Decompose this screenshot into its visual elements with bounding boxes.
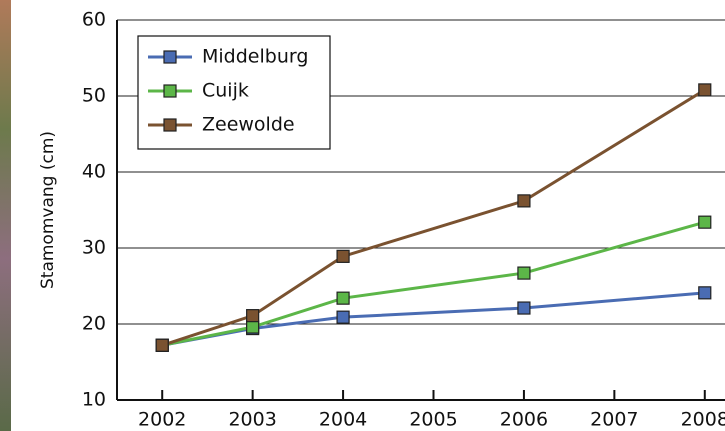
x-tick-label: 2004 xyxy=(319,409,367,431)
legend-label: Cuijk xyxy=(202,80,249,102)
marker xyxy=(336,291,350,305)
marker xyxy=(698,83,712,97)
y-tick-label: 20 xyxy=(82,313,106,335)
legend-label: Zeewolde xyxy=(202,114,295,136)
marker xyxy=(336,249,350,263)
x-tick-label: 2003 xyxy=(228,409,276,431)
legend-label: Middelburg xyxy=(202,46,308,68)
y-tick-label: 50 xyxy=(82,85,106,107)
marker xyxy=(336,310,350,324)
x-tick-label: 2006 xyxy=(500,409,548,431)
marker xyxy=(698,215,712,229)
marker xyxy=(155,338,169,352)
y-tick-label: 60 xyxy=(82,9,106,31)
legend-marker xyxy=(163,118,177,132)
photo-strip xyxy=(0,0,11,431)
x-tick-label: 2005 xyxy=(409,409,457,431)
marker xyxy=(698,286,712,300)
marker xyxy=(246,320,260,334)
marker xyxy=(246,309,260,323)
legend-marker xyxy=(163,50,177,64)
series-line xyxy=(161,220,706,347)
y-tick-label: 30 xyxy=(82,237,106,259)
x-tick-label: 2007 xyxy=(590,409,638,431)
legend-marker xyxy=(163,84,177,98)
y-tick-label: 40 xyxy=(82,161,106,183)
marker xyxy=(517,266,531,280)
x-tick-label: 2008 xyxy=(681,409,725,431)
y-axis-label: Stamomvang (cm) xyxy=(38,131,58,289)
marker xyxy=(517,301,531,315)
x-tick-label: 2002 xyxy=(138,409,186,431)
marker xyxy=(517,194,531,208)
y-tick-label: 10 xyxy=(82,389,106,411)
